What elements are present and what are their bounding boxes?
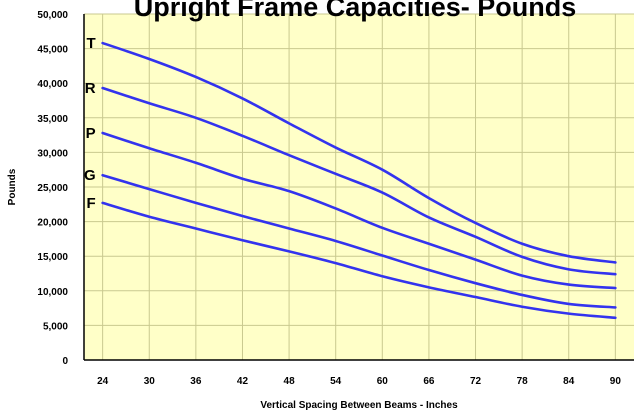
series-labels: T R P GF — [84, 35, 96, 212]
series-label-g: G — [84, 167, 96, 184]
x-tick-label: 78 — [517, 376, 529, 387]
x-tick-label: 30 — [144, 376, 156, 387]
series-lines — [101, 41, 617, 320]
grid — [84, 13, 634, 361]
x-axis-label: Vertical Spacing Between Beams - Inches — [260, 400, 458, 411]
y-tick-labels: 0 5,000 10,000 15,000 20,000 25,000 30,000 35,0… — [37, 10, 68, 367]
y-tick-label: 10,000 — [37, 287, 68, 298]
y-tick-label: 15,000 — [37, 252, 68, 263]
y-tick-label: 5,000 — [43, 321, 68, 332]
series-line-r — [101, 86, 617, 276]
x-tick-label: 90 — [610, 376, 622, 387]
series-line-g — [101, 173, 617, 309]
y-tick-label: 25,000 — [37, 183, 68, 194]
x-tick-labels: 24 30 36 42 48 54 60 66 72 78 84 90 — [97, 376, 621, 387]
series-label-p: P — [86, 125, 96, 142]
x-tick-label: 72 — [470, 376, 482, 387]
x-tick-label: 48 — [284, 376, 296, 387]
x-tick-label: 66 — [423, 376, 435, 387]
x-tick-label: 84 — [563, 376, 575, 387]
series-line-f — [101, 201, 617, 320]
x-tick-label: 42 — [237, 376, 249, 387]
x-tick-label: 54 — [330, 376, 342, 387]
series-line-t — [101, 41, 617, 264]
series-label-t: T — [86, 35, 95, 52]
y-tick-label: 0 — [62, 356, 68, 367]
y-tick-label: 45,000 — [37, 45, 68, 56]
y-tick-label: 20,000 — [37, 218, 68, 229]
series-label-f: F — [86, 195, 95, 212]
y-axis-label: Pounds — [7, 168, 18, 205]
chart-title: Upright Frame Capacities- Pounds — [134, 0, 577, 22]
x-tick-label: 36 — [190, 376, 202, 387]
y-tick-label: 50,000 — [37, 10, 68, 21]
y-tick-label: 40,000 — [37, 79, 68, 90]
y-tick-label: 30,000 — [37, 148, 68, 159]
series-label-r: R — [85, 80, 96, 97]
x-tick-label: 60 — [377, 376, 389, 387]
x-tick-label: 24 — [97, 376, 109, 387]
y-tick-label: 35,000 — [37, 114, 68, 125]
axes — [83, 14, 634, 361]
series-line-p — [101, 131, 617, 290]
